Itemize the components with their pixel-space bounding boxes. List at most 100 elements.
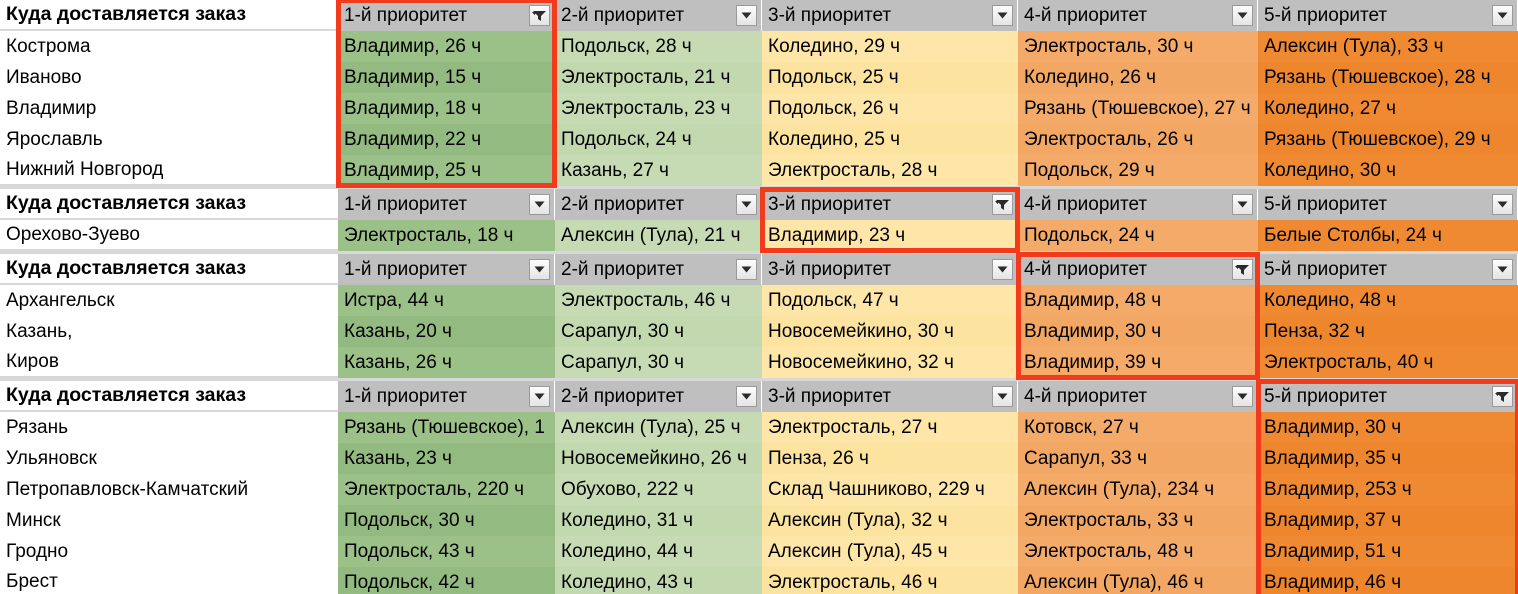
header-priority-1[interactable]: 1-й приоритет — [338, 0, 555, 31]
header-priority-5[interactable]: 5-й приоритет — [1258, 189, 1518, 220]
funnel-filter-icon[interactable] — [529, 5, 550, 26]
chevron-down-icon[interactable] — [529, 386, 550, 407]
priority-5-cell: Рязань (Тюшевское), 29 ч — [1258, 124, 1518, 155]
header-priority-5[interactable]: 5-й приоритет — [1258, 254, 1518, 285]
funnel-filter-icon[interactable] — [992, 194, 1013, 215]
priority-4-cell: Алексин (Тула), 46 ч — [1018, 567, 1258, 594]
priority-3-cell: Коледино, 25 ч — [762, 124, 1018, 155]
header-priority-4[interactable]: 4-й приоритет — [1018, 0, 1258, 31]
priority-1-cell: Электросталь, 220 ч — [338, 474, 555, 505]
header-priority-4-label: 4-й приоритет — [1024, 195, 1148, 214]
header-priority-2[interactable]: 2-й приоритет — [555, 381, 762, 412]
destination-city: Брест — [0, 567, 338, 594]
header-priority-1-label: 1-й приоритет — [344, 260, 468, 279]
priority-4-cell: Владимир, 39 ч — [1018, 347, 1258, 378]
chevron-down-icon[interactable] — [992, 5, 1013, 26]
priority-3-cell: Электросталь, 46 ч — [762, 567, 1018, 594]
priority-2-cell: Казань, 27 ч — [555, 155, 762, 186]
priority-2-cell: Электросталь, 21 ч — [555, 62, 762, 93]
table-row: Ярославль Владимир, 22 ч Подольск, 24 ч Кол… — [0, 124, 1518, 155]
table-row: Нижний Новгород Владимир, 25 ч Казань, 27 … — [0, 155, 1518, 186]
header-destination-label: Куда доставляется заказ — [0, 254, 338, 285]
funnel-filter-icon[interactable] — [1492, 386, 1513, 407]
header-priority-1[interactable]: 1-й приоритет — [338, 189, 555, 220]
header-priority-5-label: 5-й приоритет — [1264, 6, 1388, 25]
table-header-row: Куда доставляется заказ 1-й приоритет 2-й … — [0, 0, 1518, 31]
priority-2-cell: Обухово, 222 ч — [555, 474, 762, 505]
chevron-down-icon[interactable] — [992, 386, 1013, 407]
header-priority-5[interactable]: 5-й приоритет — [1258, 381, 1518, 412]
destination-city: Владимир — [0, 93, 338, 124]
chevron-down-icon[interactable] — [529, 259, 550, 280]
priority-2-cell: Подольск, 24 ч — [555, 124, 762, 155]
chevron-down-icon[interactable] — [1232, 386, 1253, 407]
header-priority-5[interactable]: 5-й приоритет — [1258, 0, 1518, 31]
destination-city: Гродно — [0, 536, 338, 567]
priority-1-cell: Владимир, 25 ч — [338, 155, 555, 186]
header-priority-4[interactable]: 4-й приоритет — [1018, 254, 1258, 285]
priority-5-cell: Владимир, 30 ч — [1258, 412, 1518, 443]
header-priority-3[interactable]: 3-й приоритет — [762, 381, 1018, 412]
header-priority-1[interactable]: 1-й приоритет — [338, 254, 555, 285]
priority-5-cell: Алексин (Тула), 33 ч — [1258, 31, 1518, 62]
priority-1-cell: Казань, 20 ч — [338, 316, 555, 347]
header-priority-4-label: 4-й приоритет — [1024, 260, 1148, 279]
priority-1-cell: Подольск, 43 ч — [338, 536, 555, 567]
priority-3-cell: Пенза, 26 ч — [762, 443, 1018, 474]
chevron-down-icon[interactable] — [736, 5, 757, 26]
chevron-down-icon[interactable] — [736, 386, 757, 407]
header-priority-3[interactable]: 3-й приоритет — [762, 254, 1018, 285]
priority-2-cell: Алексин (Тула), 25 ч — [555, 412, 762, 443]
header-priority-3-label: 3-й приоритет — [768, 260, 892, 279]
destination-city: Нижний Новгород — [0, 155, 338, 186]
chevron-down-icon[interactable] — [1492, 259, 1513, 280]
header-priority-4[interactable]: 4-й приоритет — [1018, 381, 1258, 412]
chevron-down-icon[interactable] — [1232, 5, 1253, 26]
priority-3-cell: Алексин (Тула), 45 ч — [762, 536, 1018, 567]
table-row: Рязань Рязань (Тюшевское), 1 Алексин (Тула… — [0, 412, 1518, 443]
table-row: Казань, Казань, 20 ч Сарапул, 30 ч Новосеме… — [0, 316, 1518, 347]
priority-3-cell: Коледино, 29 ч — [762, 31, 1018, 62]
header-priority-3-label: 3-й приоритет — [768, 195, 892, 214]
chevron-down-icon[interactable] — [1492, 5, 1513, 26]
block-separator — [0, 378, 1518, 381]
chevron-down-icon[interactable] — [529, 194, 550, 215]
chevron-down-icon[interactable] — [1492, 194, 1513, 215]
header-priority-1[interactable]: 1-й приоритет — [338, 381, 555, 412]
table-header-row: Куда доставляется заказ 1-й приоритет 2-й … — [0, 189, 1518, 220]
header-priority-2[interactable]: 2-й приоритет — [555, 189, 762, 220]
header-priority-2-label: 2-й приоритет — [561, 260, 685, 279]
header-priority-2[interactable]: 2-й приоритет — [555, 0, 762, 31]
header-priority-5-label: 5-й приоритет — [1264, 387, 1388, 406]
header-priority-1-label: 1-й приоритет — [344, 6, 468, 25]
priority-4-cell: Электросталь, 48 ч — [1018, 536, 1258, 567]
header-priority-2-label: 2-й приоритет — [561, 195, 685, 214]
block-1: Куда доставляется заказ 1-й приоритет 2-й … — [0, 0, 1518, 186]
funnel-filter-icon[interactable] — [1232, 259, 1253, 280]
priority-2-cell: Коледино, 43 ч — [555, 567, 762, 594]
chevron-down-icon[interactable] — [736, 194, 757, 215]
header-priority-2[interactable]: 2-й приоритет — [555, 254, 762, 285]
priority-3-cell: Подольск, 47 ч — [762, 285, 1018, 316]
header-priority-4[interactable]: 4-й приоритет — [1018, 189, 1258, 220]
chevron-down-icon[interactable] — [736, 259, 757, 280]
header-priority-3[interactable]: 3-й приоритет — [762, 0, 1018, 31]
destination-city: Киров — [0, 347, 338, 378]
header-destination-label: Куда доставляется заказ — [0, 381, 338, 412]
header-priority-4-label: 4-й приоритет — [1024, 387, 1148, 406]
priority-5-cell: Коледино, 30 ч — [1258, 155, 1518, 186]
destination-city: Иваново — [0, 62, 338, 93]
header-priority-3-label: 3-й приоритет — [768, 6, 892, 25]
priority-5-cell: Пенза, 32 ч — [1258, 316, 1518, 347]
header-destination-label: Куда доставляется заказ — [0, 0, 338, 31]
header-priority-3[interactable]: 3-й приоритет — [762, 189, 1018, 220]
block-separator — [0, 251, 1518, 254]
priority-1-cell: Казань, 23 ч — [338, 443, 555, 474]
chevron-down-icon[interactable] — [1232, 194, 1253, 215]
priority-4-cell: Электросталь, 26 ч — [1018, 124, 1258, 155]
priority-1-cell: Истра, 44 ч — [338, 285, 555, 316]
header-destination-label: Куда доставляется заказ — [0, 189, 338, 220]
chevron-down-icon[interactable] — [992, 259, 1013, 280]
priority-3-cell: Электросталь, 27 ч — [762, 412, 1018, 443]
header-priority-4-label: 4-й приоритет — [1024, 6, 1148, 25]
